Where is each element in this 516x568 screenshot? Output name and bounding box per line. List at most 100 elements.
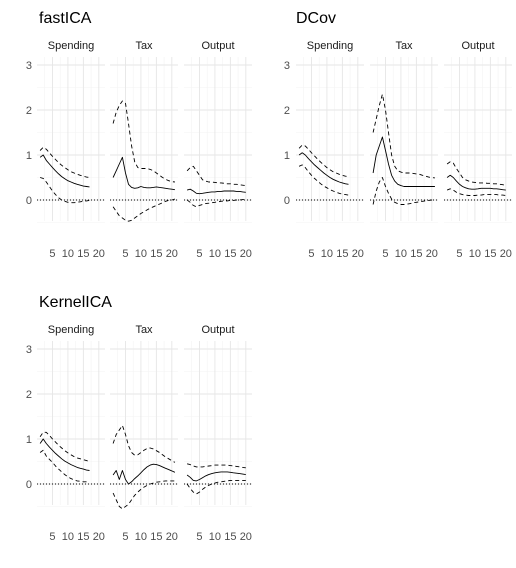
y-tick-label: 3	[26, 60, 32, 72]
irf-point-estimate-line	[446, 174, 506, 191]
x-tick-label: 5	[456, 248, 462, 260]
y-tick-label: 1	[26, 434, 32, 446]
irf-confidence-band-line	[112, 198, 176, 222]
panel-output: Output 5 10 15 20	[444, 40, 512, 260]
irf-confidence-band-line	[186, 479, 246, 495]
x-tick-label: 10	[62, 248, 74, 260]
x-tick-label: 10	[135, 531, 147, 543]
x-tick-label: 20	[166, 248, 178, 260]
irf-confidence-band-line	[39, 449, 90, 483]
y-tick-label: 0	[284, 195, 290, 207]
x-tick-label: 5	[382, 248, 388, 260]
irf-confidence-band-line	[186, 463, 246, 469]
chart-title: KernelICA	[39, 294, 112, 311]
y-tick-label: 2	[284, 105, 290, 117]
irf-confidence-band-line	[112, 100, 175, 183]
x-tick-label: 15	[410, 248, 422, 260]
panel-spending: Spending 5 10 15 20	[37, 324, 105, 543]
panel-tax: Tax 5 10 15 20	[110, 324, 178, 543]
panel-tax: Tax 5 10 15 20	[370, 40, 438, 260]
panel-strip-label: Spending	[48, 324, 95, 336]
x-tick-label: 20	[500, 248, 512, 260]
x-tick-label: 15	[224, 248, 236, 260]
irf-point-estimate-line	[39, 438, 90, 471]
irf-confidence-band-line	[186, 165, 246, 187]
panel-strip-label: Tax	[135, 40, 153, 52]
panel-spending: Spending 5 10 15 20	[296, 40, 364, 260]
irf-confidence-band-line	[446, 188, 506, 196]
irf-point-estimate-line	[372, 136, 435, 187]
x-tick-label: 10	[135, 248, 147, 260]
irf-confidence-band-line	[39, 431, 90, 462]
x-tick-label: 5	[196, 248, 202, 260]
x-tick-label: 20	[240, 248, 252, 260]
panel-strip-label: Output	[201, 40, 234, 52]
x-tick-label: 20	[240, 531, 252, 543]
x-tick-label: 15	[77, 531, 89, 543]
x-tick-label: 15	[150, 531, 162, 543]
irf-confidence-band-line	[112, 425, 176, 463]
x-tick-label: 15	[224, 531, 236, 543]
x-tick-label: 15	[336, 248, 348, 260]
panel-spending: Spending 5 10 15 20	[37, 40, 105, 260]
x-tick-label: 5	[49, 248, 55, 260]
x-tick-label: 5	[196, 531, 202, 543]
x-tick-label: 15	[484, 248, 496, 260]
x-tick-label: 15	[150, 248, 162, 260]
y-tick-label: 0	[26, 195, 32, 207]
x-tick-label: 10	[209, 248, 221, 260]
irf-point-estimate-line	[186, 471, 246, 482]
y-tick-label: 2	[26, 389, 32, 401]
x-tick-label: 20	[93, 531, 105, 543]
panel-strip-label: Output	[201, 324, 234, 336]
irf-confidence-band-line	[372, 93, 435, 179]
x-tick-label: 10	[209, 531, 221, 543]
y-tick-label: 3	[284, 60, 290, 72]
x-tick-label: 5	[308, 248, 314, 260]
x-tick-label: 5	[49, 531, 55, 543]
x-tick-label: 10	[62, 531, 74, 543]
x-tick-label: 10	[469, 248, 481, 260]
panel-output: Output 5 10 15 20	[184, 324, 252, 543]
panel-strip-label: Spending	[48, 40, 95, 52]
irf-confidence-band-line	[372, 177, 435, 205]
chart-title: fastICA	[39, 10, 92, 27]
irf-point-estimate-line	[112, 463, 176, 485]
panel-strip-label: Tax	[395, 40, 413, 52]
x-tick-label: 20	[426, 248, 438, 260]
y-tick-label: 1	[284, 150, 290, 162]
panel-strip-label: Tax	[135, 324, 153, 336]
irf-point-estimate-line	[298, 152, 349, 185]
irf-point-estimate-line	[39, 154, 90, 188]
x-tick-label: 15	[77, 248, 89, 260]
x-tick-label: 10	[395, 248, 407, 260]
panel-strip-label: Output	[461, 40, 494, 52]
chart-title: DCov	[296, 10, 336, 27]
x-tick-label: 5	[122, 248, 128, 260]
panel-output: Output 5 10 15 20	[184, 40, 252, 260]
x-tick-label: 5	[122, 531, 128, 543]
y-tick-label: 1	[26, 150, 32, 162]
y-tick-label: 0	[26, 479, 32, 491]
irf-confidence-band-line	[186, 199, 246, 208]
irf-confidence-band-line	[39, 146, 90, 178]
x-tick-label: 20	[166, 531, 178, 543]
y-tick-label: 2	[26, 105, 32, 117]
irf-confidence-band-line	[112, 480, 175, 510]
irf-point-estimate-line	[186, 188, 246, 195]
x-tick-label: 20	[352, 248, 364, 260]
y-tick-label: 3	[26, 344, 32, 356]
x-tick-label: 20	[93, 248, 105, 260]
x-tick-label: 10	[321, 248, 333, 260]
irf-point-estimate-line	[112, 156, 175, 191]
irf-confidence-band-line	[298, 144, 349, 178]
irf-confidence-band-line	[446, 161, 506, 186]
panel-tax: Tax 5 10 15 20	[110, 40, 178, 260]
panel-strip-label: Spending	[307, 40, 354, 52]
irf-confidence-band-line	[39, 177, 90, 204]
